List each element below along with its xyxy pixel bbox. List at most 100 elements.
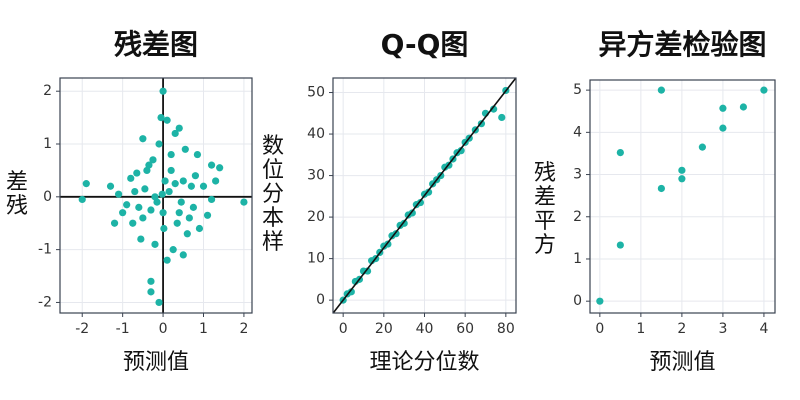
x-tick-label: 1 (636, 321, 645, 337)
chart-title: 残差图 (114, 28, 198, 61)
point (193, 150, 202, 159)
point (157, 114, 165, 122)
point (147, 206, 155, 214)
y-tick-label: -2 (38, 294, 52, 310)
point (203, 211, 212, 219)
point (616, 241, 624, 249)
point (173, 219, 181, 227)
point (127, 174, 135, 182)
y-tick-label: 0 (316, 292, 325, 308)
x-tick-label: 40 (416, 321, 434, 337)
y-tick-label: 30 (307, 168, 325, 184)
plot-area (596, 86, 768, 305)
point (616, 149, 624, 157)
point (179, 177, 187, 185)
point (179, 251, 187, 259)
x-tick-label: 0 (339, 321, 348, 337)
point (110, 219, 119, 227)
point (657, 86, 665, 94)
y-axis-label: 样本分位数 (262, 134, 285, 255)
y-tick-label: 20 (307, 209, 325, 225)
point (678, 175, 686, 183)
point (187, 182, 195, 190)
plot-area (60, 78, 252, 313)
point (139, 135, 147, 143)
point (424, 188, 433, 196)
point (212, 177, 220, 185)
point (167, 150, 175, 159)
point (141, 185, 149, 193)
point (719, 124, 727, 132)
y-tick-label: 0 (43, 189, 52, 205)
point (171, 180, 179, 188)
point (158, 190, 166, 198)
point (416, 198, 425, 207)
point (137, 235, 145, 243)
point (129, 219, 137, 227)
x-tick-label: 0 (159, 321, 168, 337)
y-tick-label: -1 (38, 242, 52, 258)
plot-frame (59, 77, 253, 314)
point (133, 169, 141, 177)
point (216, 164, 224, 172)
point (115, 190, 123, 198)
point (175, 124, 183, 132)
x-tick-label: -2 (75, 321, 89, 337)
point (163, 256, 171, 264)
point (177, 198, 185, 206)
x-tick-label: 2 (239, 321, 248, 337)
point (106, 182, 115, 190)
x-tick-label: 80 (497, 321, 515, 337)
y-tick-label: 5 (573, 82, 582, 98)
point (457, 147, 465, 155)
point (135, 203, 143, 211)
y-tick-label: 1 (43, 136, 52, 152)
point (240, 198, 248, 206)
x-tick-label: 0 (595, 321, 604, 337)
y-tick-label: 3 (573, 167, 582, 183)
x-tick-label: 60 (456, 321, 474, 337)
chart-title: Q-Q图 (381, 28, 469, 61)
point (167, 166, 175, 175)
point (165, 187, 173, 196)
point (183, 230, 191, 238)
chart-title: 异方差检验图 (598, 28, 766, 61)
point (490, 105, 498, 113)
point (171, 129, 179, 138)
x-tick-label: 20 (375, 321, 393, 337)
point (181, 145, 189, 153)
y-axis-label: 残差 (6, 170, 29, 219)
y-tick-label: 0 (573, 293, 582, 309)
point (145, 161, 153, 169)
point (160, 224, 168, 233)
x-tick-label: 3 (718, 321, 727, 337)
point (119, 209, 127, 217)
point (155, 298, 163, 307)
point (739, 103, 748, 111)
y-tick-label: 50 (307, 85, 325, 101)
point (207, 195, 216, 204)
point (363, 267, 372, 275)
point (123, 201, 131, 209)
point (760, 86, 768, 94)
point (147, 288, 155, 296)
point (678, 166, 686, 174)
point (139, 214, 147, 222)
point (189, 203, 197, 211)
y-tick-label: 1 (573, 251, 582, 267)
x-axis-label: 理论分位数 (369, 350, 479, 375)
y-axis-label: 方平差残 (534, 161, 557, 258)
point (131, 187, 139, 196)
point (155, 140, 163, 148)
point (149, 156, 157, 164)
point (175, 209, 183, 217)
point (207, 161, 216, 169)
point (596, 297, 604, 305)
x-tick-label: 2 (677, 321, 686, 337)
point (199, 182, 208, 190)
point (151, 193, 159, 201)
point (191, 172, 200, 180)
x-tick-label: 4 (759, 321, 768, 337)
point (719, 104, 727, 112)
